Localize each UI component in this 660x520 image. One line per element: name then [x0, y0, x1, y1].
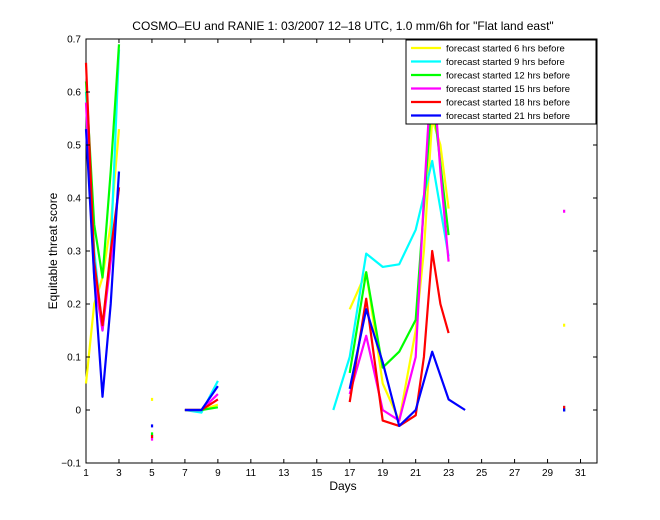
legend-box [405, 39, 597, 125]
legend-label: forecast started 15 hrs before [446, 84, 570, 95]
series-line-5 [348, 249, 450, 427]
y-tick-label: 0.4 [67, 194, 81, 205]
legend-label: forecast started 6 hrs before [446, 43, 565, 54]
y-tick-label: 0.1 [67, 353, 81, 364]
x-tick-label: 25 [476, 468, 488, 479]
legend-label: forecast started 18 hrs before [446, 97, 570, 108]
series-point-1 [150, 397, 154, 401]
series-line-5 [84, 62, 121, 327]
x-tick-label: 9 [215, 468, 221, 479]
series-point-6 [150, 424, 154, 428]
x-tick-label: 3 [116, 468, 122, 479]
y-tick-label: 0.5 [67, 141, 81, 152]
chart-title: COSMO–EU and RANIE 1: 03/2007 12–18 UTC,… [132, 19, 553, 33]
series-point-5 [150, 435, 154, 438]
legend: forecast started 6 hrs before forecast st… [405, 39, 597, 125]
axis-layer: 1 3 5 7 9 11 13 15 17 19 21 23 25 27 29 31−0.100.10.20.… [61, 35, 597, 479]
series-line-2 [332, 159, 450, 411]
data-layer [84, 44, 566, 441]
y-tick-label: 0.2 [67, 300, 81, 311]
series-line-6 [84, 129, 121, 398]
x-tick-label: 19 [377, 468, 389, 479]
series-line-6 [348, 308, 466, 427]
x-tick-label: 11 [246, 468, 257, 479]
series-point-1 [563, 323, 566, 327]
x-tick-label: 27 [509, 468, 521, 479]
y-tick-label: 0.7 [67, 35, 81, 46]
x-tick-label: 1 [83, 468, 89, 479]
y-tick-label: 0.6 [67, 88, 81, 99]
legend-label: forecast started 9 hrs before [446, 57, 565, 68]
x-tick-label: 13 [278, 468, 290, 479]
x-tick-label: 7 [182, 468, 188, 479]
x-tick-label: 15 [311, 468, 323, 479]
x-tick-label: 29 [542, 468, 554, 479]
series-point-4 [563, 209, 566, 213]
y-axis-label: Equitable threat score [46, 192, 60, 309]
x-tick-label: 23 [443, 468, 455, 479]
series-point-4 [150, 437, 154, 441]
legend-label: forecast started 12 hrs before [446, 70, 570, 81]
x-tick-label: 5 [149, 468, 155, 479]
series-point-5 [563, 405, 566, 409]
x-tick-label: 17 [344, 468, 356, 479]
series-point-6 [563, 408, 566, 412]
series-line-4 [348, 56, 450, 422]
legend-label: forecast started 21 hrs before [446, 111, 570, 122]
x-axis-label: Days [329, 479, 356, 493]
series-point-3 [150, 432, 154, 436]
y-tick-label: −0.1 [61, 459, 81, 470]
series-line-6 [184, 385, 219, 412]
x-tick-label: 21 [410, 468, 422, 479]
y-tick-label: 0 [75, 406, 81, 417]
y-tick-label: 0.3 [67, 247, 81, 258]
x-tick-label: 31 [575, 468, 587, 479]
